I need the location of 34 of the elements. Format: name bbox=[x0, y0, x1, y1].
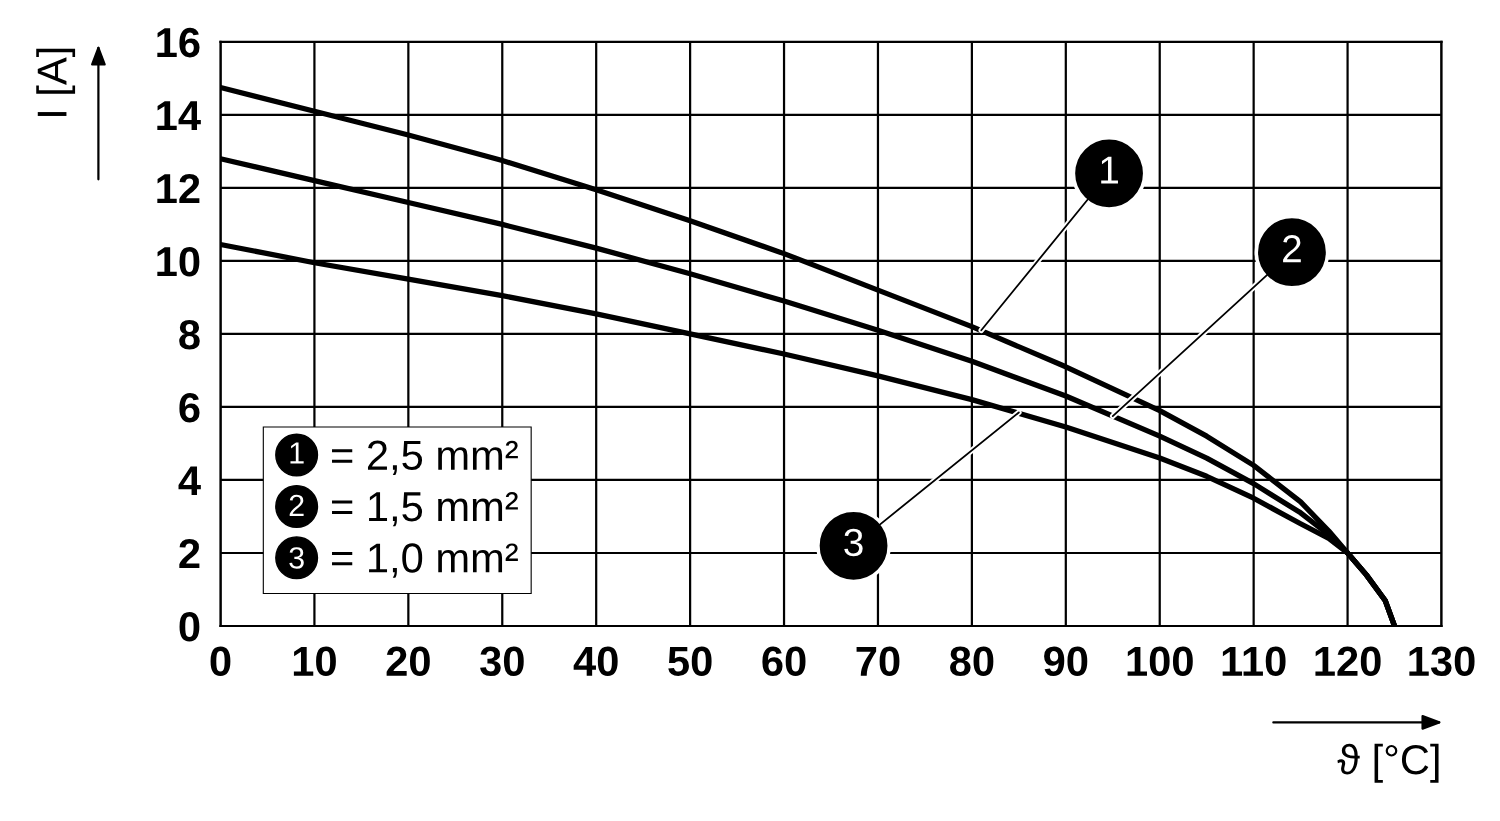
x-tick-label: 10 bbox=[293, 646, 336, 677]
x-tick-label: 110 bbox=[1222, 646, 1286, 677]
y-tick-label: 12 bbox=[157, 173, 200, 203]
y-tick-label: 8 bbox=[179, 319, 200, 350]
x-tick-label: 60 bbox=[762, 646, 806, 677]
y-tick-label: 0 bbox=[179, 612, 200, 642]
x-tick-label: 90 bbox=[1044, 646, 1088, 677]
x-tick-label: 50 bbox=[668, 646, 712, 677]
legend-label: = 1,0 mm² bbox=[332, 543, 518, 578]
x-tick-label: 40 bbox=[573, 646, 618, 677]
annotation: 2 bbox=[1283, 235, 1301, 263]
x-tick-label: 100 bbox=[1127, 646, 1193, 677]
y-axis-title: I [A] bbox=[36, 48, 76, 116]
legend-label: = 1,5 mm² bbox=[332, 492, 518, 527]
x-axis-title: ϑ [°C] bbox=[1337, 743, 1439, 783]
text: 1 bbox=[290, 442, 304, 464]
annotation: 1 bbox=[1101, 156, 1118, 184]
x-tick-label: 30 bbox=[480, 646, 524, 677]
y-tick-label: 14 bbox=[157, 101, 201, 130]
x-tick-label: 70 bbox=[856, 646, 900, 677]
y-tick-label: 16 bbox=[157, 27, 200, 58]
y-tick-label: 10 bbox=[157, 246, 200, 277]
annotation: 3 bbox=[844, 528, 863, 557]
y-tick-label: 2 bbox=[179, 539, 200, 569]
text: 3 bbox=[289, 547, 304, 569]
legend-label: = 2,5 mm² bbox=[332, 440, 518, 475]
x-tick-label: 80 bbox=[950, 646, 994, 677]
text: 2 bbox=[289, 494, 304, 516]
y-tick-label: 6 bbox=[179, 392, 200, 423]
x-tick-label: 0 bbox=[210, 646, 231, 677]
x-tick-label: 20 bbox=[386, 646, 430, 677]
y-tick-label: 4 bbox=[178, 466, 201, 496]
x-tick-label: 130 bbox=[1409, 646, 1475, 677]
x-tick-label: 120 bbox=[1315, 646, 1381, 677]
